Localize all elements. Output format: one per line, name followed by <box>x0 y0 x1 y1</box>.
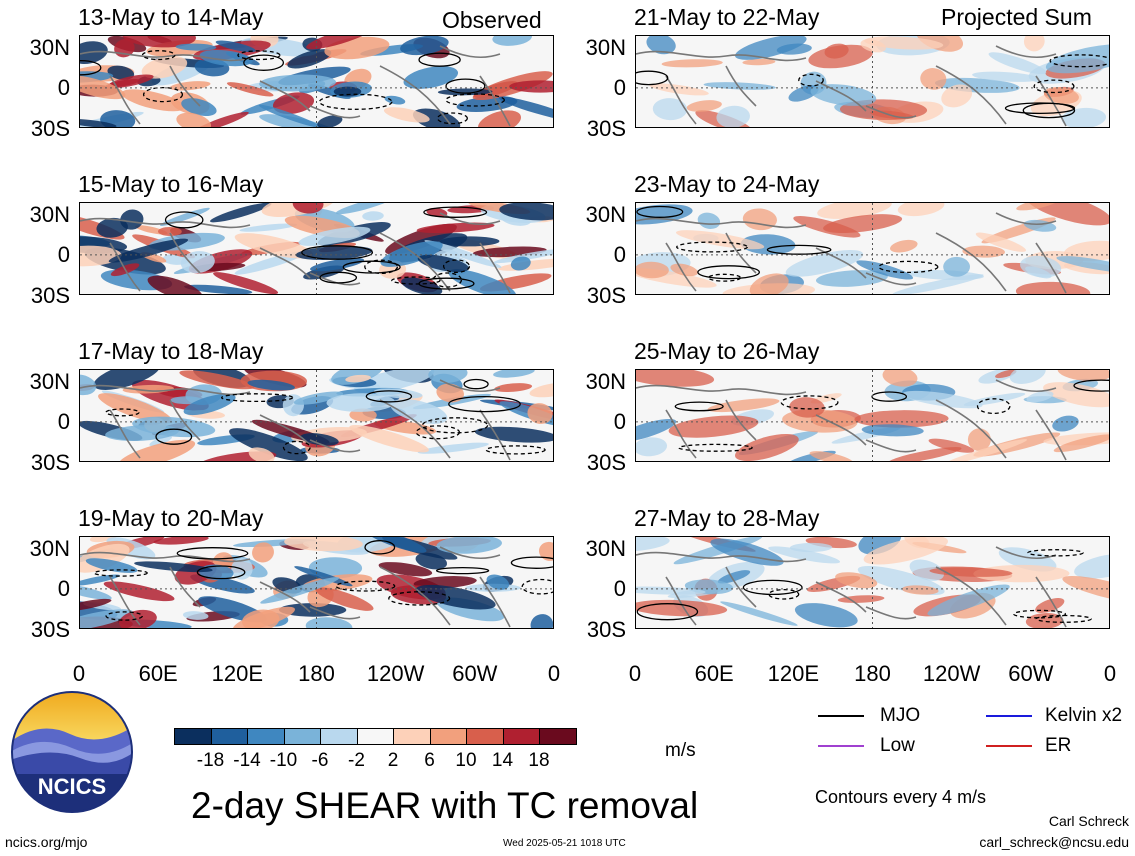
colorbar-tick-label: 18 <box>528 750 550 771</box>
shear-map <box>79 35 554 128</box>
longitude-label: 60E <box>694 661 734 686</box>
latitude-label: 30S <box>30 283 70 308</box>
legend-line-mjo <box>818 715 864 717</box>
longitude-label: 120E <box>211 661 264 686</box>
latitude-label: 30N <box>29 35 70 60</box>
footer-email: carl_schreck@ncsu.edu <box>979 834 1129 850</box>
main-title: 2-day SHEAR with TC removal <box>191 785 699 826</box>
ncics-logo: NCICS <box>10 690 134 814</box>
panel-title: 25-May to 26-May <box>634 338 820 364</box>
latitude-label: 30N <box>29 536 70 561</box>
latitude-label: 0 <box>613 576 626 601</box>
latitude-label: 0 <box>57 242 70 267</box>
colorbar-tick-label: -10 <box>269 750 298 771</box>
longitude-label: 60E <box>138 661 178 686</box>
logo-text: NCICS <box>38 774 106 799</box>
panel-title: 27-May to 28-May <box>634 505 820 531</box>
legend-label-er: ER <box>1045 735 1072 756</box>
panel-title: 19-May to 20-May <box>78 505 264 531</box>
colorbar-swatch <box>210 728 248 745</box>
colorbar-tick-label: 2 <box>387 750 399 771</box>
footer-url: ncics.org/mjo <box>5 834 88 850</box>
legend-line-kelvin <box>986 715 1032 717</box>
colorbar-tick-label: -2 <box>348 750 365 771</box>
panel-title: 15-May to 16-May <box>78 171 264 197</box>
colorbar-tick-label: 10 <box>455 750 477 771</box>
latitude-label: 30S <box>586 617 626 642</box>
colorbar-tick-label: -18 <box>196 750 225 771</box>
shear-map <box>635 536 1110 629</box>
longitude-label: 60W <box>1008 661 1054 686</box>
colorbar-swatch <box>320 728 358 745</box>
panel-title: 13-May to 14-May <box>78 4 264 30</box>
latitude-label: 30S <box>586 116 626 141</box>
colorbar-swatch <box>247 728 285 745</box>
contour-note: Contours every 4 m/s <box>815 787 987 807</box>
latitude-label: 30N <box>585 369 626 394</box>
panel-title: 17-May to 18-May <box>78 338 264 364</box>
longitude-label: 120W <box>922 661 981 686</box>
latitude-label: 30S <box>30 116 70 141</box>
longitude-label: 0 <box>72 661 86 686</box>
colorbar-tick-label: 14 <box>491 750 514 771</box>
latitude-label: 0 <box>613 409 626 434</box>
colorbar-tick-label: -14 <box>233 750 261 771</box>
longitude-label: 0 <box>547 661 561 686</box>
footer-author: Carl Schreck <box>1048 813 1129 829</box>
colorbar-swatch <box>393 728 431 745</box>
longitude-label: 120W <box>366 661 425 686</box>
panel-title: 21-May to 22-May <box>634 4 820 30</box>
latitude-label: 30S <box>30 450 70 475</box>
latitude-label: 30N <box>585 536 626 561</box>
projected-sum-label: Projected Sum <box>941 4 1092 30</box>
observed-label: Observed <box>442 7 542 33</box>
latitude-label: 0 <box>57 576 70 601</box>
shear-map <box>635 202 1110 295</box>
shear-map <box>79 369 554 462</box>
latitude-label: 30S <box>586 283 626 308</box>
latitude-label: 30S <box>30 617 70 642</box>
longitude-label: 0 <box>628 661 642 686</box>
longitude-label: 0 <box>1103 661 1117 686</box>
latitude-label: 30N <box>585 202 626 227</box>
colorbar-swatch <box>539 728 577 745</box>
colorbar-units: m/s <box>665 740 696 761</box>
colorbar-tick-label: -6 <box>311 750 329 771</box>
colorbar-tick-label: 6 <box>424 750 435 771</box>
shear-map <box>79 202 554 295</box>
latitude-label: 0 <box>613 75 626 100</box>
shear-map <box>79 536 554 629</box>
colorbar-swatch <box>283 728 321 745</box>
latitude-label: 30N <box>585 35 626 60</box>
colorbar-swatch <box>429 728 467 745</box>
legend-line-low <box>818 745 864 747</box>
footer-timestamp: Wed 2025-05-21 1018 UTC <box>503 838 626 849</box>
colorbar-swatch <box>502 728 540 745</box>
longitude-label: 60W <box>452 661 498 686</box>
legend-line-er <box>986 745 1032 747</box>
longitude-label: 120E <box>767 661 820 686</box>
longitude-label: 180 <box>854 661 891 686</box>
legend-label-kelvin: Kelvin x2 <box>1045 705 1123 726</box>
shear-map <box>635 369 1110 462</box>
latitude-label: 30S <box>586 450 626 475</box>
legend-label-low: Low <box>880 735 915 756</box>
colorbar-swatch <box>356 728 394 745</box>
longitude-label: 180 <box>298 661 335 686</box>
panel-title: 23-May to 24-May <box>634 171 820 197</box>
latitude-label: 30N <box>29 202 70 227</box>
latitude-label: 0 <box>57 409 70 434</box>
latitude-label: 30N <box>29 369 70 394</box>
shear-map <box>635 35 1110 128</box>
legend-label-mjo: MJO <box>880 705 921 726</box>
latitude-label: 0 <box>613 242 626 267</box>
colorbar-swatch <box>174 728 212 745</box>
colorbar-swatch <box>466 728 504 745</box>
latitude-label: 0 <box>57 75 70 100</box>
